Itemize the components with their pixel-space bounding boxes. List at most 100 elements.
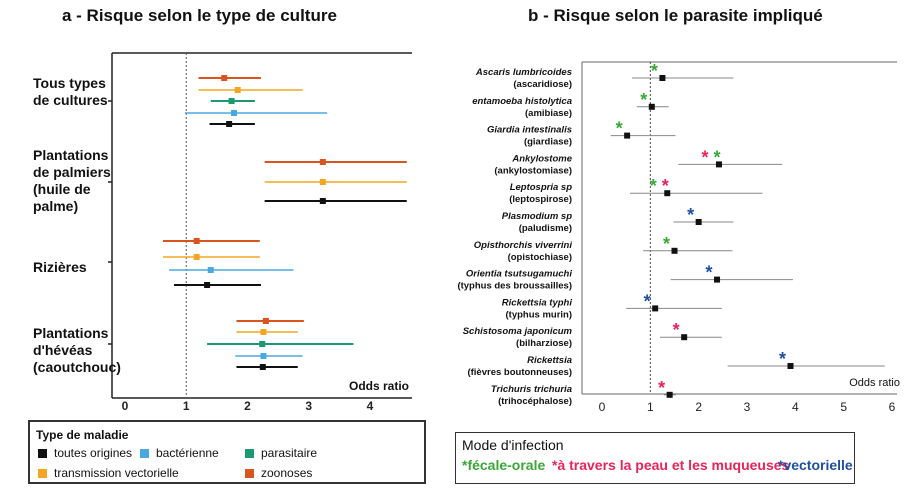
chart-a-title: a - Risque selon le type de culture xyxy=(62,6,337,25)
chart-b-row-sub: (opistochiase) xyxy=(508,252,572,263)
chart-b-row-name: Opisthorchis viverrini xyxy=(474,240,573,251)
chart-a-group-label: (huile de xyxy=(33,181,91,197)
chart-a-point xyxy=(262,318,269,324)
legend-label: bactérienne xyxy=(156,446,219,460)
chart-a-group-label: de cultures xyxy=(33,92,108,108)
chart-b-row-sub: (bilharziose) xyxy=(516,338,572,349)
chart-b-row-name: entamoeba histolytica xyxy=(472,96,572,107)
legend-swatch-toutes-origines xyxy=(38,448,47,458)
chart-a-point xyxy=(193,238,200,244)
chart-a-point xyxy=(260,329,267,335)
chart-a-group-label: (caoutchouc) xyxy=(33,359,121,375)
chart-b-row-sub: (ascaridiose) xyxy=(513,79,572,90)
chart-b-point xyxy=(787,363,794,369)
legend-b-item-fecale-orale: *fécale-orale xyxy=(462,457,546,473)
chart-b-row-name: Schistosoma japonicum xyxy=(463,326,573,337)
chart-b-x-tick-label: 3 xyxy=(744,400,751,414)
chart-b-point xyxy=(624,132,631,139)
chart-b-mode-asterisk: * xyxy=(658,378,665,398)
chart-a-point xyxy=(193,254,200,260)
chart-b-row-sub: (paludisme) xyxy=(519,223,572,234)
chart-b-point xyxy=(666,391,673,398)
chart-b-point xyxy=(659,75,666,81)
chart-b-plot: 0 1 2 3 4 5 6 Odds ratio Ascaris lumbricoides(as… xyxy=(457,61,900,414)
chart-b-row-name: Trichuris trichuria xyxy=(491,384,572,395)
legend-swatch-bacterienne xyxy=(140,448,149,458)
chart-a-point xyxy=(204,282,211,288)
chart-a-x-tick-label: 3 xyxy=(305,399,312,413)
chart-a-group-label: palme) xyxy=(33,198,78,214)
chart-b-x-tick-label: 6 xyxy=(889,400,896,414)
chart-a-point xyxy=(221,75,228,81)
legend-a-item-zoonoses: zoonoses xyxy=(245,466,312,480)
chart-b-point xyxy=(681,334,688,341)
chart-b-x-tick-label: 2 xyxy=(695,400,702,414)
chart-b-row-sub: (ankylostomiase) xyxy=(494,165,572,176)
chart-a-group-label: de palmiers xyxy=(33,164,111,180)
chart-b-mode-asterisk: * xyxy=(701,147,708,167)
legend-a-item-parasitaire: parasitaire xyxy=(245,446,317,460)
chart-b-row-name: Leptospria sp xyxy=(510,182,572,193)
legend-swatch-parasitaire xyxy=(245,448,254,458)
chart-b-point xyxy=(664,190,671,197)
chart-b-row-sub: (leptospirose) xyxy=(509,194,572,205)
chart-a-point xyxy=(259,364,266,370)
chart-b-mode-asterisk: * xyxy=(662,176,669,196)
legend-a-title: Type de maladie xyxy=(36,428,129,442)
chart-a-point xyxy=(319,198,326,204)
legend-swatch-zoonoses xyxy=(245,468,254,478)
legend-b-item-peau: *à travers la peau et les muqueuses xyxy=(552,457,790,473)
chart-a-point xyxy=(319,179,326,185)
chart-b-x-axis-label: Odds ratio xyxy=(849,377,900,389)
chart-b-mode-asterisk: * xyxy=(779,349,786,369)
chart-b-point xyxy=(695,219,702,225)
chart-b-point xyxy=(671,247,678,254)
chart-a-x-tick-label: 0 xyxy=(122,399,129,413)
chart-b-row-sub: (typhus murin) xyxy=(506,309,573,320)
chart-b-point xyxy=(648,103,655,110)
legend-label: toutes origines xyxy=(54,446,133,460)
chart-a-point xyxy=(259,341,266,347)
chart-b-mode-asterisk: * xyxy=(713,147,720,167)
chart-b-row-name: Plasmodium sp xyxy=(502,211,572,222)
chart-a-point xyxy=(319,159,326,165)
chart-b-x-tick-label: 5 xyxy=(840,400,847,414)
chart-b-row-sub: (fièvres boutonneuses) xyxy=(467,367,572,378)
chart-b-x-tick-label: 0 xyxy=(599,400,606,414)
legend-label: parasitaire xyxy=(261,446,318,460)
chart-b-row-sub: (amibiase) xyxy=(525,108,572,119)
chart-b-row-name: Rickettsia typhi xyxy=(502,297,573,308)
chart-b-point xyxy=(715,161,722,168)
chart-b-row-sub: (trihocéphalose) xyxy=(498,396,572,407)
chart-b-mode-asterisk: * xyxy=(616,119,623,139)
chart-b-mode-asterisk: * xyxy=(663,234,670,254)
chart-b-legend: Mode d'infection *fécale-orale *à traver… xyxy=(455,432,855,484)
chart-a-x-tick-label: 4 xyxy=(367,399,374,413)
legend-a-item-bacterienne: bactérienne xyxy=(140,446,219,460)
chart-b-x-tick-label: 4 xyxy=(792,400,799,414)
chart-b-mode-asterisk: * xyxy=(706,263,713,283)
chart-a-x-axis-label: Odds ratio xyxy=(349,379,409,393)
legend-label: zoonoses xyxy=(261,466,313,480)
legend-swatch-transmission-vectorielle xyxy=(38,468,47,478)
chart-b-mode-asterisk: * xyxy=(651,61,658,81)
chart-b-row-name: Ascaris lumbricoides xyxy=(475,67,572,78)
chart-a-group-label: Tous types xyxy=(33,75,106,91)
chart-a-point xyxy=(231,110,238,116)
chart-b-mode-asterisk: * xyxy=(644,291,651,311)
chart-b-point xyxy=(714,276,721,283)
chart-a-x-tick-label: 1 xyxy=(183,399,190,413)
legend-a-item-transmission-vectorielle: transmission vectorielle xyxy=(38,466,179,480)
chart-a-group-label: d'hévéas xyxy=(33,342,93,358)
chart-a-point xyxy=(234,87,241,93)
chart-b-title: b - Risque selon le parasite impliqué xyxy=(528,6,823,25)
chart-a-x-tick-label: 2 xyxy=(244,399,251,413)
chart-b-row-name: Orientia tsutsugamuchi xyxy=(466,269,572,280)
chart-b-mode-asterisk: * xyxy=(687,205,694,225)
chart-a-group-label: Rizières xyxy=(33,259,87,275)
chart-b-row-name: Ankylostome xyxy=(511,153,572,164)
chart-b-x-tick-label: 1 xyxy=(647,400,654,414)
chart-b-mode-asterisk: * xyxy=(650,176,657,196)
chart-a-point xyxy=(260,353,267,359)
